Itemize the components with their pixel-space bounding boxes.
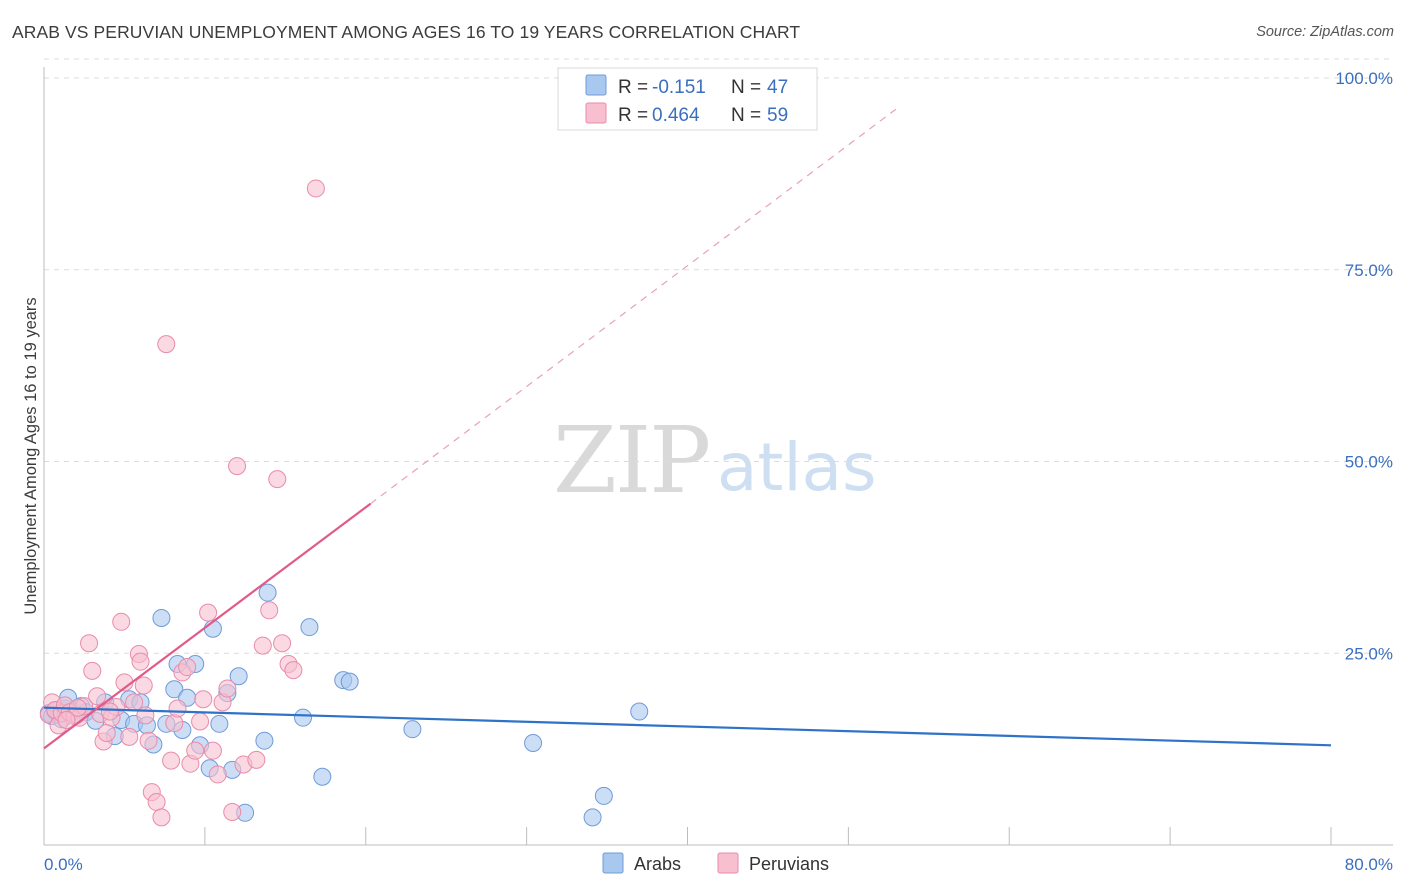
bottom-legend-label-peruvians: Peruvians — [749, 854, 829, 874]
peruvians-point — [273, 634, 292, 653]
legend-r-value-arabs: -0.151 — [652, 77, 706, 98]
bottom-legend-swatch-peruvians — [717, 852, 739, 874]
peruvians-point — [139, 731, 158, 750]
peruvians-point — [268, 470, 287, 489]
peruvians-point — [199, 603, 218, 622]
peruvians-point — [152, 808, 171, 827]
arabs-point — [300, 618, 319, 637]
arabs-point — [524, 733, 543, 752]
watermark-atlas: atlas — [717, 429, 877, 506]
peruvians-point — [223, 803, 242, 822]
arabs-point — [294, 708, 313, 727]
legend-r-value-peruvians: 0.464 — [652, 105, 700, 126]
peruvians-point — [168, 699, 187, 718]
peruvians-point — [134, 676, 153, 695]
arabs-point — [630, 702, 649, 721]
peruvians-point — [218, 679, 237, 698]
legend-r-label-arabs: R = — [618, 77, 648, 98]
legend-n-value-peruvians: 59 — [767, 105, 788, 126]
peruvians-point — [253, 636, 272, 655]
peruvians-point — [88, 687, 107, 706]
peruvians-point — [97, 724, 116, 743]
peruvians-point — [131, 652, 150, 671]
legend-n-value-arabs: 47 — [767, 77, 788, 98]
peruvians-point — [191, 712, 210, 731]
peruvians-point — [112, 612, 131, 631]
peruvians-point — [284, 661, 303, 680]
peruvians-point — [147, 793, 166, 812]
y-tick-label: 75.0% — [1345, 261, 1393, 280]
peruvians-point — [247, 750, 266, 769]
bottom-legend-label-arabs: Arabs — [634, 854, 681, 874]
source-label: Source: ZipAtlas.com — [1256, 24, 1394, 40]
legend-r-label-peruvians: R = — [618, 105, 648, 126]
y-axis-label: Unemployment Among Ages 16 to 19 years — [22, 297, 40, 614]
arabs-point — [340, 672, 359, 691]
peruvians-point — [186, 741, 205, 760]
peruvians-point — [203, 741, 222, 760]
peruvians-trend-line — [43, 502, 372, 750]
peruvians-trend-extension — [370, 108, 897, 505]
peruvians-point — [162, 751, 181, 770]
arabs-point — [255, 731, 274, 750]
peruvians-point — [120, 727, 139, 746]
arabs-trend-line — [43, 706, 1332, 747]
x-tick-label-min: 0.0% — [44, 855, 83, 874]
bottom-legend-swatch-arabs — [602, 852, 624, 874]
y-tick-label: 50.0% — [1345, 453, 1393, 472]
peruvians-point — [83, 661, 102, 680]
arabs-point — [165, 680, 184, 699]
y-axis-tick-labels: 25.0% 50.0% 75.0% 100.0% — [1335, 69, 1393, 663]
y-tick-label: 25.0% — [1345, 644, 1393, 663]
peruvians-point — [228, 457, 247, 476]
x-tick-label-max: 80.0% — [1345, 855, 1393, 874]
y-tick-label: 100.0% — [1335, 69, 1393, 88]
x-axis-ticks — [204, 827, 1332, 845]
arabs-point — [594, 786, 613, 805]
peruvians-point — [57, 710, 76, 729]
legend-n-label-peruvians: N = — [731, 105, 761, 126]
trend-lines — [43, 108, 1332, 750]
peruvians-point — [306, 179, 325, 198]
peruvians-point — [208, 765, 227, 784]
peruvians-point — [165, 714, 184, 733]
arabs-point — [152, 608, 171, 627]
arabs-point — [403, 720, 422, 739]
legend: R = -0.151 N = 47 R = 0.464 N = 59 — [557, 67, 818, 131]
chart-title: ARAB VS PERUVIAN UNEMPLOYMENT AMONG AGES… — [12, 22, 801, 42]
arabs-point — [258, 583, 277, 602]
peruvians-point — [80, 634, 99, 653]
bottom-legend: Arabs Peruvians — [602, 852, 829, 874]
peruvians-point — [260, 601, 279, 620]
peruvians-point — [178, 658, 197, 677]
arabs-point — [313, 767, 332, 786]
peruvians-point — [194, 690, 213, 709]
legend-swatch-peruvians — [585, 102, 607, 124]
watermark-zip: ZIP — [553, 407, 709, 514]
arabs-point — [229, 667, 248, 686]
gridlines — [44, 58, 1393, 654]
arabs-point — [583, 808, 602, 827]
peruvians-point — [157, 335, 176, 354]
arabs-point — [210, 714, 229, 733]
legend-n-label-arabs: N = — [731, 77, 761, 98]
legend-swatch-arabs — [585, 74, 607, 96]
peruvians-point — [100, 702, 119, 721]
